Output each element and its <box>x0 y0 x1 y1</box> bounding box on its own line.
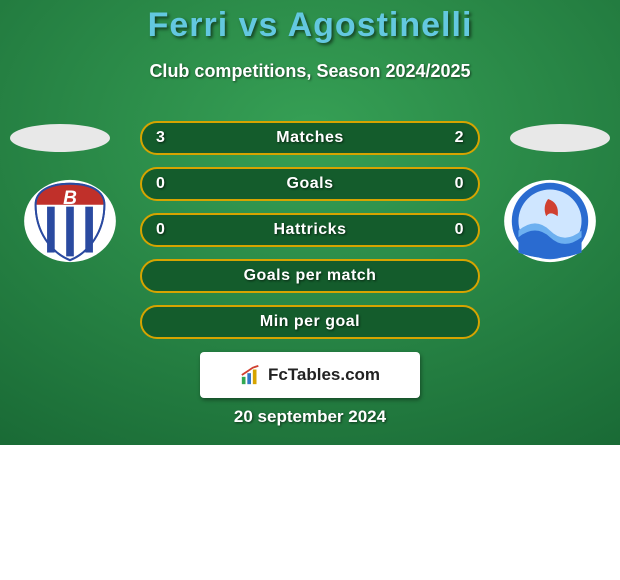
stat-row: Goals per match <box>140 259 480 293</box>
stat-row: Goals 0 0 <box>140 167 480 201</box>
stat-value-right: 0 <box>455 175 464 193</box>
stat-value-left: 3 <box>156 129 165 147</box>
stats-list: Matches 3 2 Goals 0 0 Hattricks 0 0 Goals per mat… <box>140 121 480 351</box>
stat-label: Goals per match <box>244 267 377 285</box>
stat-label: Hattricks <box>274 221 347 239</box>
svg-text:B: B <box>63 188 77 209</box>
stat-label: Goals <box>287 175 334 193</box>
stat-row: Min per goal <box>140 305 480 339</box>
stat-row: Hattricks 0 0 <box>140 213 480 247</box>
stat-value-right: 0 <box>455 221 464 239</box>
stat-label: Matches <box>276 129 344 147</box>
subtitle: Club competitions, Season 2024/2025 <box>0 61 620 82</box>
stat-value-left: 0 <box>156 175 165 193</box>
page-title: Ferri vs Agostinelli <box>0 6 620 45</box>
player-placeholder-left <box>10 124 110 152</box>
bar-chart-icon <box>240 364 262 386</box>
date-text: 20 september 2024 <box>0 407 620 427</box>
comparison-card: Ferri vs Agostinelli Club competitions, … <box>0 0 620 580</box>
stat-value-left: 0 <box>156 221 165 239</box>
brand-box: FcTables.com <box>200 352 420 398</box>
player-placeholder-right <box>510 124 610 152</box>
club-badge-right <box>502 178 598 264</box>
stat-label: Min per goal <box>260 313 360 331</box>
brand-text: FcTables.com <box>268 365 380 385</box>
stat-row: Matches 3 2 <box>140 121 480 155</box>
club-badge-left: B <box>22 178 118 264</box>
stat-value-right: 2 <box>455 129 464 147</box>
